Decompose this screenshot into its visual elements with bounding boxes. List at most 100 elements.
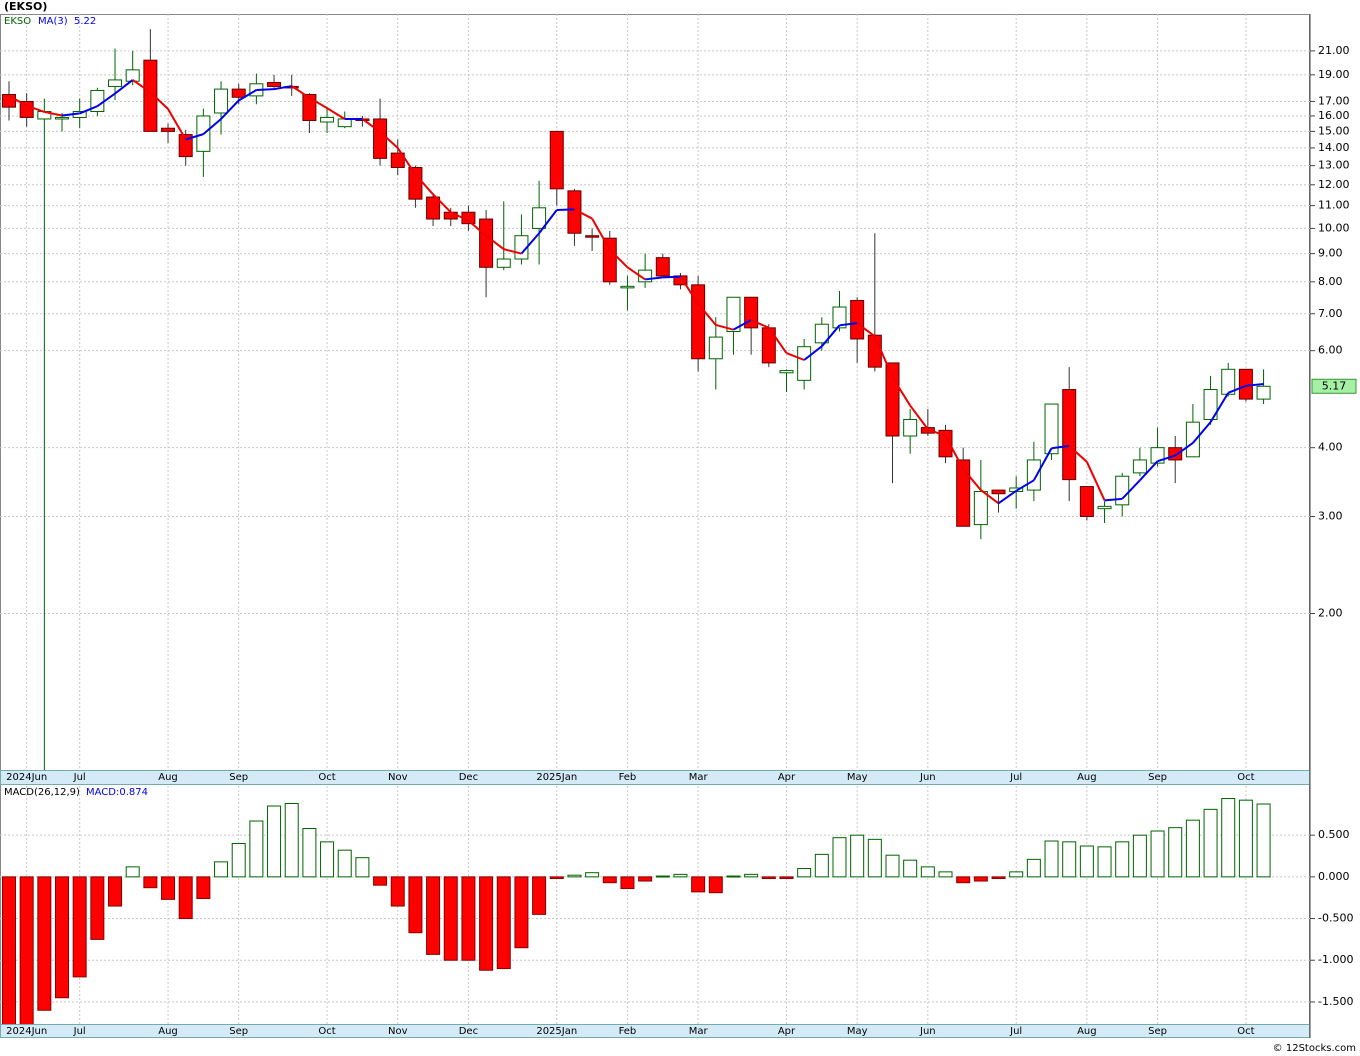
macd-bar <box>673 873 688 878</box>
macd-bar <box>1168 827 1183 878</box>
x-tick-label: 2024Jun <box>6 1026 47 1037</box>
ma-segment <box>114 79 134 95</box>
x-tick-label: Jul <box>73 1026 86 1037</box>
y-tick-label: -0.500 <box>1318 912 1353 925</box>
ma-segment <box>361 118 381 133</box>
candle-body <box>708 336 723 360</box>
candle-body <box>832 306 847 329</box>
candle-body <box>1168 447 1183 461</box>
ma-segment <box>202 118 222 135</box>
y-tick-label: 19.00 <box>1318 68 1350 81</box>
ma-segment <box>308 96 328 110</box>
ma-segment <box>26 104 45 113</box>
x-tick-label: Jun <box>919 1026 936 1037</box>
chart-title: (EKSO) <box>4 0 47 13</box>
legend-ma-value: 5.22 <box>74 16 96 27</box>
y-tick-label: 17.00 <box>1318 94 1350 107</box>
ma-segment <box>1139 460 1159 481</box>
ma-segment <box>891 376 912 407</box>
x-tick-label: Sep <box>1148 772 1167 783</box>
ma-segment <box>326 107 346 120</box>
candle-body <box>108 79 123 87</box>
macd-bar <box>55 876 70 999</box>
candle-body <box>673 275 688 286</box>
macd-bar <box>1221 798 1236 878</box>
candle-body <box>178 134 193 158</box>
macd-bar <box>72 876 87 978</box>
x-tick-label: Mar <box>689 772 709 783</box>
x-tick-label: Jul <box>73 772 86 783</box>
candle-body <box>1238 368 1253 400</box>
macd-bar <box>903 859 918 878</box>
ma-segment <box>980 489 1000 505</box>
candle-body <box>532 207 547 229</box>
candle-body <box>214 88 229 114</box>
candle-body <box>373 118 388 159</box>
candle-body <box>408 166 423 200</box>
candle-body <box>1079 486 1094 518</box>
macd-bar <box>1079 845 1094 878</box>
x-tick-label: Feb <box>619 1026 637 1037</box>
ma-segment <box>520 232 540 255</box>
legend-ma: MA(3) <box>38 16 68 27</box>
macd-bar <box>426 876 441 955</box>
candle-body <box>691 284 706 360</box>
y-tick-label: 16.00 <box>1318 109 1350 122</box>
candle-body <box>867 334 882 368</box>
macd-bar <box>1203 808 1218 878</box>
macd-bar <box>991 876 1006 880</box>
candle-body <box>956 459 971 527</box>
macd-bar <box>196 876 211 900</box>
ma-segment <box>645 276 663 281</box>
ma-segment <box>450 211 469 222</box>
x-tick-label: 2025Jan <box>536 772 577 783</box>
candle-body <box>390 152 405 168</box>
macd-bar <box>178 876 193 920</box>
x-tick-label: May <box>847 1026 868 1037</box>
macd-bar <box>143 876 158 889</box>
ma-segment <box>786 352 805 361</box>
ma-segment <box>944 435 965 470</box>
ma-segment <box>291 85 310 99</box>
ma-segment <box>909 404 929 430</box>
y-tick-label: 15.00 <box>1318 124 1350 137</box>
y-tick-label: 11.00 <box>1318 199 1350 212</box>
ma-segment <box>839 322 858 327</box>
candle-body <box>814 323 829 344</box>
macd-bar <box>479 876 494 971</box>
y-tick-label: 14.00 <box>1318 141 1350 154</box>
macd-bar <box>1238 799 1253 878</box>
candle-body <box>1062 389 1077 481</box>
macd-bar <box>249 820 264 878</box>
ma-segment <box>1157 454 1176 463</box>
candle-body <box>1132 459 1147 474</box>
ma-segment <box>1032 447 1053 481</box>
macd-bar <box>726 875 741 878</box>
candle-body <box>779 370 794 374</box>
ma-segment <box>485 234 505 250</box>
x-tick-label: Mar <box>689 1026 709 1037</box>
ma-segment <box>61 112 80 117</box>
macd-bar <box>973 876 988 882</box>
y-tick-label: 12.00 <box>1318 178 1350 191</box>
candle-body <box>320 116 335 123</box>
macd-bar <box>620 876 635 890</box>
ma-segment <box>538 209 558 234</box>
candle-body <box>337 118 352 128</box>
last-price: 5.17 <box>1322 379 1347 392</box>
y-tick-label: 0.000 <box>1318 870 1350 883</box>
ma-segment <box>1051 444 1070 450</box>
macd-bar <box>514 876 529 949</box>
ma-segment <box>732 319 752 331</box>
macd-bar <box>1044 840 1059 878</box>
macd-bar <box>602 876 617 884</box>
ma-segment <box>556 208 575 212</box>
candle-body <box>496 258 511 268</box>
ma-segment <box>185 133 204 141</box>
x-tick-label: Aug <box>158 772 178 783</box>
x-tick-label: Aug <box>1077 1026 1097 1037</box>
macd-bar <box>920 866 935 878</box>
macd-bar <box>443 876 458 961</box>
candle-body <box>602 237 617 283</box>
macd-bar <box>1097 846 1112 878</box>
